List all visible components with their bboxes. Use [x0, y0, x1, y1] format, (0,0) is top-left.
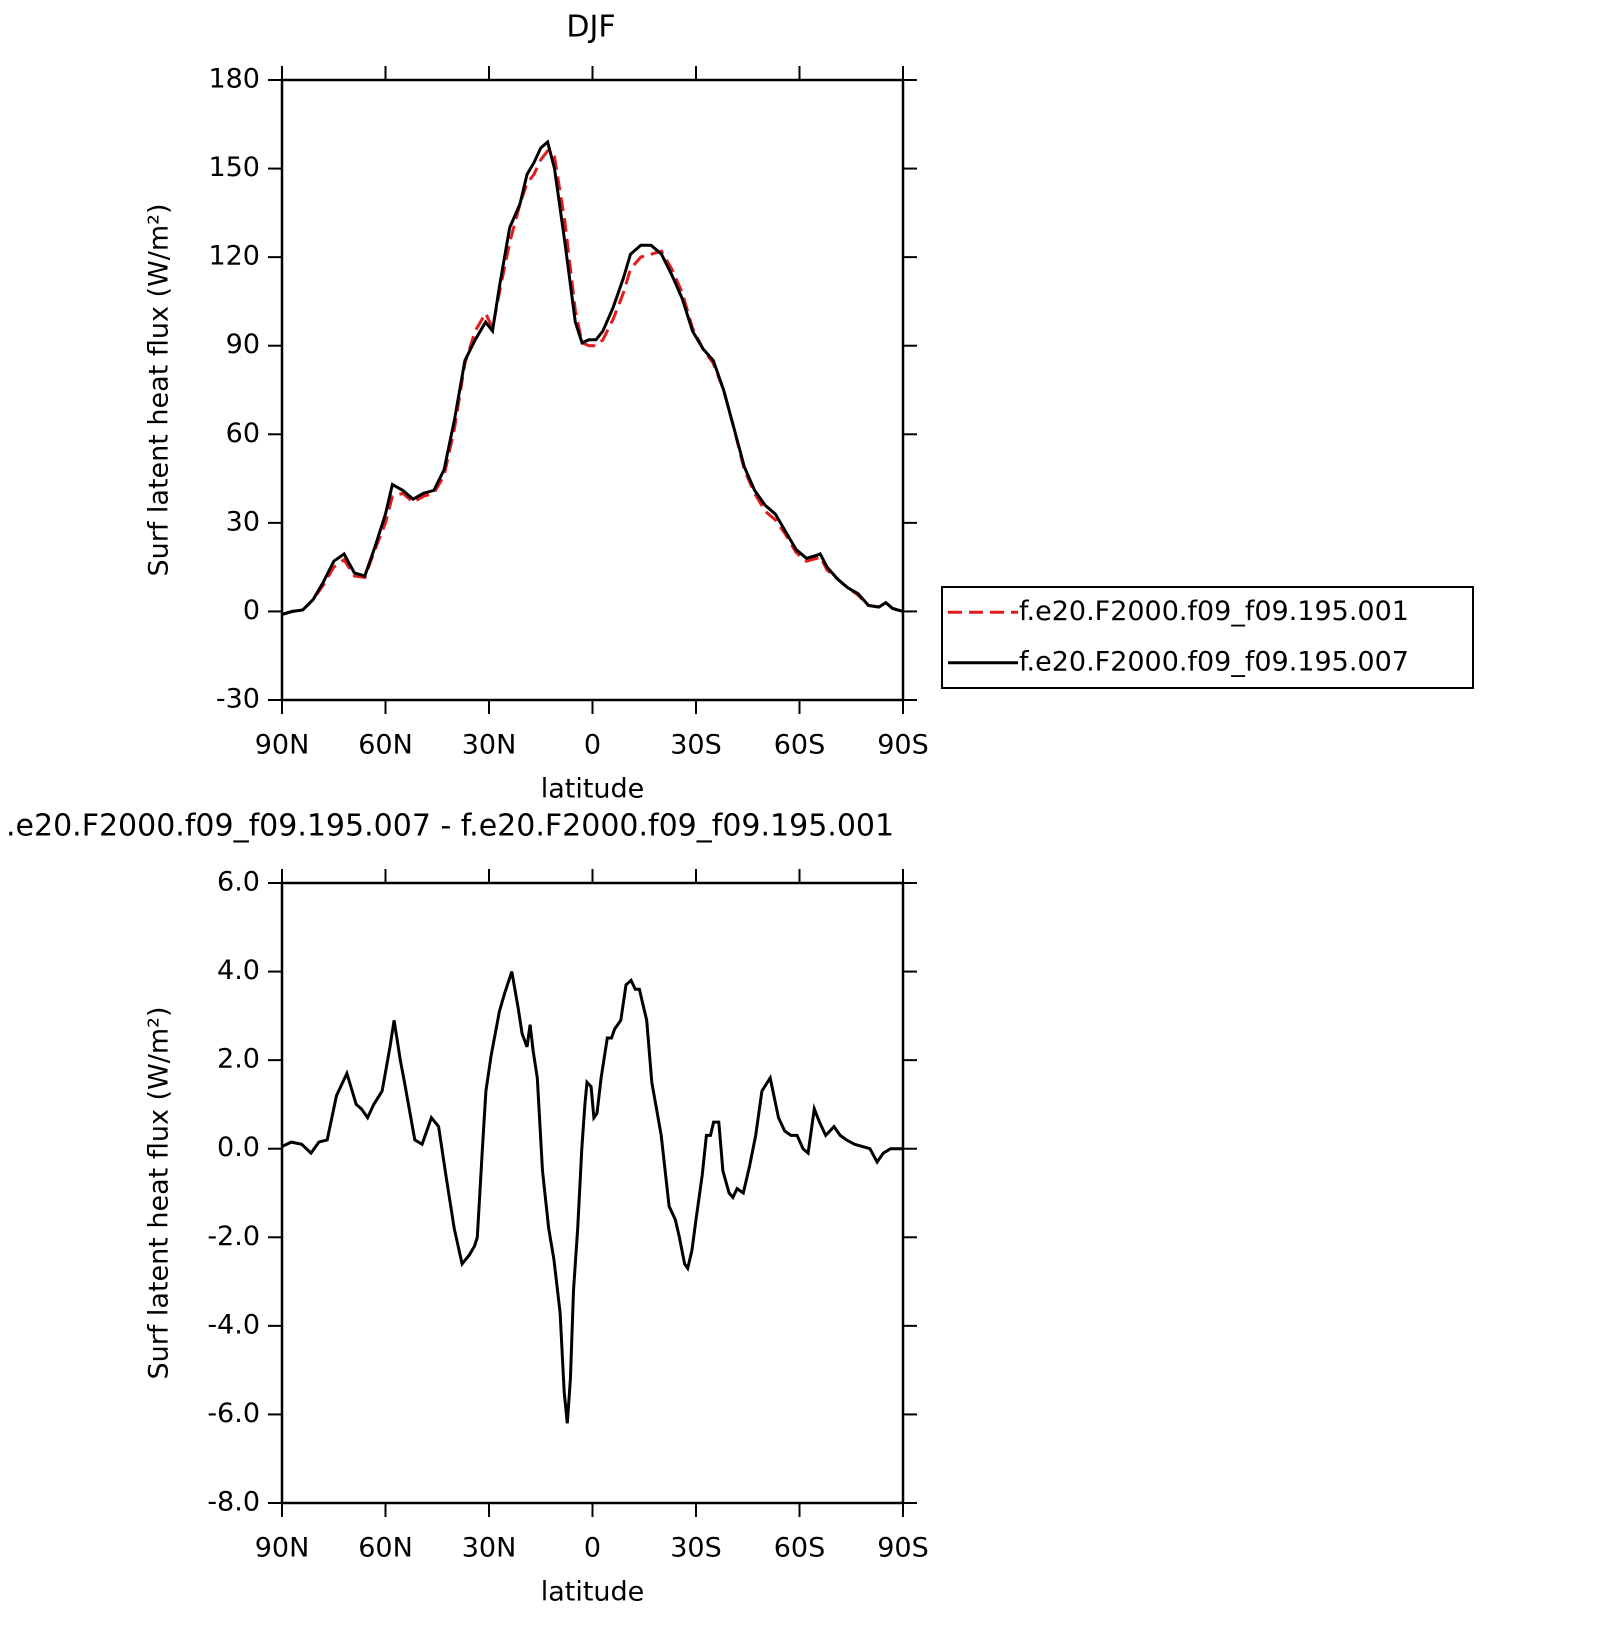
x-tick-label: 90N: [255, 1533, 310, 1564]
x-tick-label: 60S: [774, 730, 826, 761]
x-tick-label: 90S: [877, 1533, 929, 1564]
y-tick-label: 180: [208, 64, 260, 95]
y-tick-label: 0.0: [217, 1132, 260, 1163]
x-tick-label: 0: [584, 1533, 601, 1564]
x-tick-label: 90S: [877, 730, 929, 761]
y-tick-label: -2.0: [207, 1221, 260, 1252]
x-tick-label: 60N: [358, 1533, 413, 1564]
data-line: [281, 139, 904, 616]
legend-label: f.e20.F2000.f09_f09.195.001: [1019, 596, 1409, 627]
x-tick-label: 60S: [774, 1533, 826, 1564]
legend-label: f.e20.F2000.f09_f09.195.007: [1019, 646, 1409, 677]
x-tick-label: 60N: [358, 730, 413, 761]
x-tick-label: 30S: [670, 730, 722, 761]
y-tick-label: 6.0: [217, 867, 260, 898]
data-line: [281, 971, 903, 1424]
y-tick-label: 150: [208, 152, 260, 183]
x-axis-label: latitude: [541, 1577, 645, 1608]
x-tick-label: 30N: [462, 730, 517, 761]
y-tick-label: 0: [243, 595, 260, 626]
plot-frame: [280, 881, 905, 1505]
y-axis-label: Surf latent heat flux (W/m²): [144, 1006, 175, 1379]
legend-box: [941, 586, 1474, 689]
y-tick-label: 2.0: [217, 1044, 260, 1075]
plot-frame: [280, 78, 905, 702]
y-tick-label: 30: [226, 506, 260, 537]
y-tick-label: -6.0: [207, 1398, 260, 1429]
y-tick-label: 90: [226, 329, 260, 360]
data-line: [281, 148, 904, 616]
x-axis-label: latitude: [541, 774, 645, 805]
x-tick-label: 30N: [462, 1533, 517, 1564]
y-tick-label: -4.0: [207, 1309, 260, 1340]
y-tick-label: 4.0: [217, 955, 260, 986]
y-tick-label: -30: [216, 684, 260, 715]
chart-title: .e20.F2000.f09_f09.195.007 - f.e20.F2000…: [6, 809, 894, 844]
y-tick-label: 120: [208, 241, 260, 272]
x-tick-label: 90N: [255, 730, 310, 761]
y-tick-label: -8.0: [207, 1487, 260, 1518]
y-tick-label: 60: [226, 418, 260, 449]
y-axis-label: Surf latent heat flux (W/m²): [144, 203, 175, 576]
x-tick-label: 30S: [670, 1533, 722, 1564]
chart-title: DJF: [566, 10, 615, 45]
x-tick-label: 0: [584, 730, 601, 761]
